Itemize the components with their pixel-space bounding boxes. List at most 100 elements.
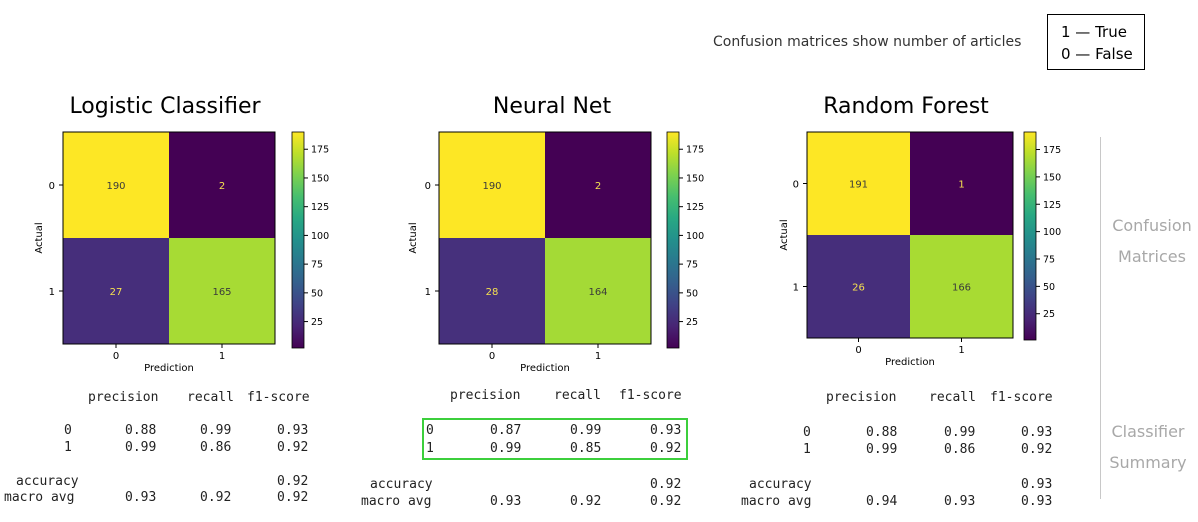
- y-tick-label: 1: [793, 283, 799, 294]
- report-recall: 0.86: [200, 440, 232, 455]
- report-recall: 0.99: [570, 423, 602, 438]
- y-axis-label: Actual: [34, 222, 45, 253]
- report-accuracy-f1: 0.93: [1021, 477, 1053, 492]
- colorbar-tick-label: 175: [1043, 145, 1061, 156]
- colorbar-tick-label: 125: [686, 202, 704, 213]
- title-neural: Neural Net: [492, 94, 612, 119]
- report-header-recall: recall: [929, 390, 976, 405]
- colorbar-tick-label: 75: [1043, 254, 1055, 265]
- report-precision: 0.99: [866, 442, 898, 457]
- heatmap-cell: [63, 132, 169, 238]
- report-row-label: 0: [426, 423, 434, 438]
- y-tick-label: 0: [49, 181, 55, 192]
- report-macro-recall: 0.92: [570, 494, 602, 509]
- report-accuracy-f1: 0.92: [277, 474, 309, 489]
- cell-value-label: 190: [106, 181, 125, 192]
- report-macro-label: macro avg: [361, 494, 432, 509]
- colorbar-tick-label: 125: [1043, 200, 1061, 211]
- side-label-summary: Classifier Summary: [1109, 422, 1187, 472]
- plot-frame: [806, 131, 1014, 339]
- colorbar-tick-label: 25: [1043, 309, 1055, 320]
- report-row-label: 0: [803, 425, 811, 440]
- colorbar-tick-label: 150: [311, 173, 329, 184]
- heatmap-cell: [439, 238, 545, 344]
- report-macro-f1: 0.92: [650, 494, 682, 509]
- colorbar: [1023, 131, 1037, 341]
- report-f1: 0.93: [277, 423, 309, 438]
- report-precision: 0.88: [125, 423, 157, 438]
- y-tick-label: 1: [49, 287, 55, 298]
- report-header-recall: recall: [554, 388, 601, 403]
- report-header-precision: precision: [88, 390, 159, 405]
- report-recall: 0.99: [944, 425, 976, 440]
- report-recall: 0.99: [200, 423, 232, 438]
- heatmap-cell: [439, 132, 545, 238]
- colorbar-tick-label: 175: [311, 145, 329, 156]
- report-accuracy-label: accuracy: [16, 474, 79, 489]
- report-row-label: 1: [426, 441, 434, 456]
- cell-value-label: 190: [482, 181, 501, 192]
- colorbar-tick-label: 150: [1043, 172, 1061, 183]
- side-label-confusion: Confusion Matrices: [1112, 216, 1192, 266]
- report-macro-precision: 0.93: [125, 490, 157, 505]
- cell-value-label: 2: [219, 181, 225, 192]
- report-accuracy-label: accuracy: [370, 477, 433, 492]
- y-axis-label: Actual: [779, 219, 790, 250]
- legend-false: 0 — False: [1061, 45, 1133, 63]
- legend-true: 1 — True: [1061, 23, 1127, 41]
- report-precision: 0.99: [125, 440, 157, 455]
- heatmap-neural: 190 2 28 164 0 1 0 1 Prediction Actual 175 150 125 10…: [408, 131, 704, 374]
- report-macro-f1: 0.93: [1021, 494, 1053, 509]
- colorbar-tick-label: 75: [311, 260, 323, 271]
- cell-value-label: 26: [852, 283, 865, 294]
- cell-value-label: 166: [952, 283, 971, 294]
- colorbar-tick-label: 75: [686, 260, 698, 271]
- report-macro-recall: 0.93: [944, 494, 976, 509]
- x-axis-label: Prediction: [885, 357, 935, 368]
- report-accuracy-label: accuracy: [749, 477, 812, 492]
- report-header-recall: recall: [187, 390, 234, 405]
- report-row-label: 0: [64, 423, 72, 438]
- report-row-label: 1: [64, 440, 72, 455]
- x-tick-label: 0: [489, 351, 495, 362]
- heatmap-cell: [910, 235, 1013, 338]
- report-f1: 0.92: [1021, 442, 1053, 457]
- cell-value-label: 2: [595, 181, 601, 192]
- colorbar-tick-label: 150: [686, 173, 704, 184]
- report-macro-precision: 0.93: [490, 494, 522, 509]
- report-header-f1: f1-score: [990, 390, 1053, 405]
- heatmap-cell: [545, 132, 651, 238]
- report-macro-recall: 0.92: [200, 490, 232, 505]
- x-tick-label: 1: [958, 345, 964, 356]
- report-macro-label: macro avg: [741, 494, 812, 509]
- report-header-precision: precision: [826, 390, 897, 405]
- cell-value-label: 165: [212, 287, 231, 298]
- report-recall: 0.86: [944, 442, 976, 457]
- heatmap-cell: [169, 238, 275, 344]
- colorbar-tick-label: 100: [686, 231, 704, 242]
- x-tick-label: 0: [855, 345, 861, 356]
- report-f1: 0.93: [1021, 425, 1053, 440]
- cell-value-label: 28: [486, 287, 499, 298]
- heatmap-cell: [63, 238, 169, 344]
- y-axis-label: Actual: [408, 222, 419, 253]
- colorbar-tick-label: 50: [1043, 282, 1055, 293]
- colorbar-tick-label: 50: [311, 288, 323, 299]
- report-header-f1: f1-score: [247, 390, 310, 405]
- report-precision: 0.88: [866, 425, 898, 440]
- colorbar-tick-label: 100: [311, 231, 329, 242]
- plot-frame: [438, 131, 652, 345]
- y-tick-label: 1: [425, 287, 431, 298]
- title-forest: Random Forest: [823, 94, 989, 119]
- heatmap-cell: [545, 238, 651, 344]
- report-header-precision: precision: [450, 388, 521, 403]
- report-precision: 0.87: [490, 423, 522, 438]
- report-header-f1: f1-score: [619, 388, 682, 403]
- divider-line: [1100, 137, 1101, 499]
- y-tick-label: 0: [793, 180, 799, 191]
- plot-frame: [62, 131, 276, 345]
- heatmap-cell: [169, 132, 275, 238]
- heatmap-cell: [807, 132, 910, 235]
- confusion-note: Confusion matrices show number of articl…: [713, 34, 1022, 50]
- report-accuracy-f1: 0.92: [650, 477, 682, 492]
